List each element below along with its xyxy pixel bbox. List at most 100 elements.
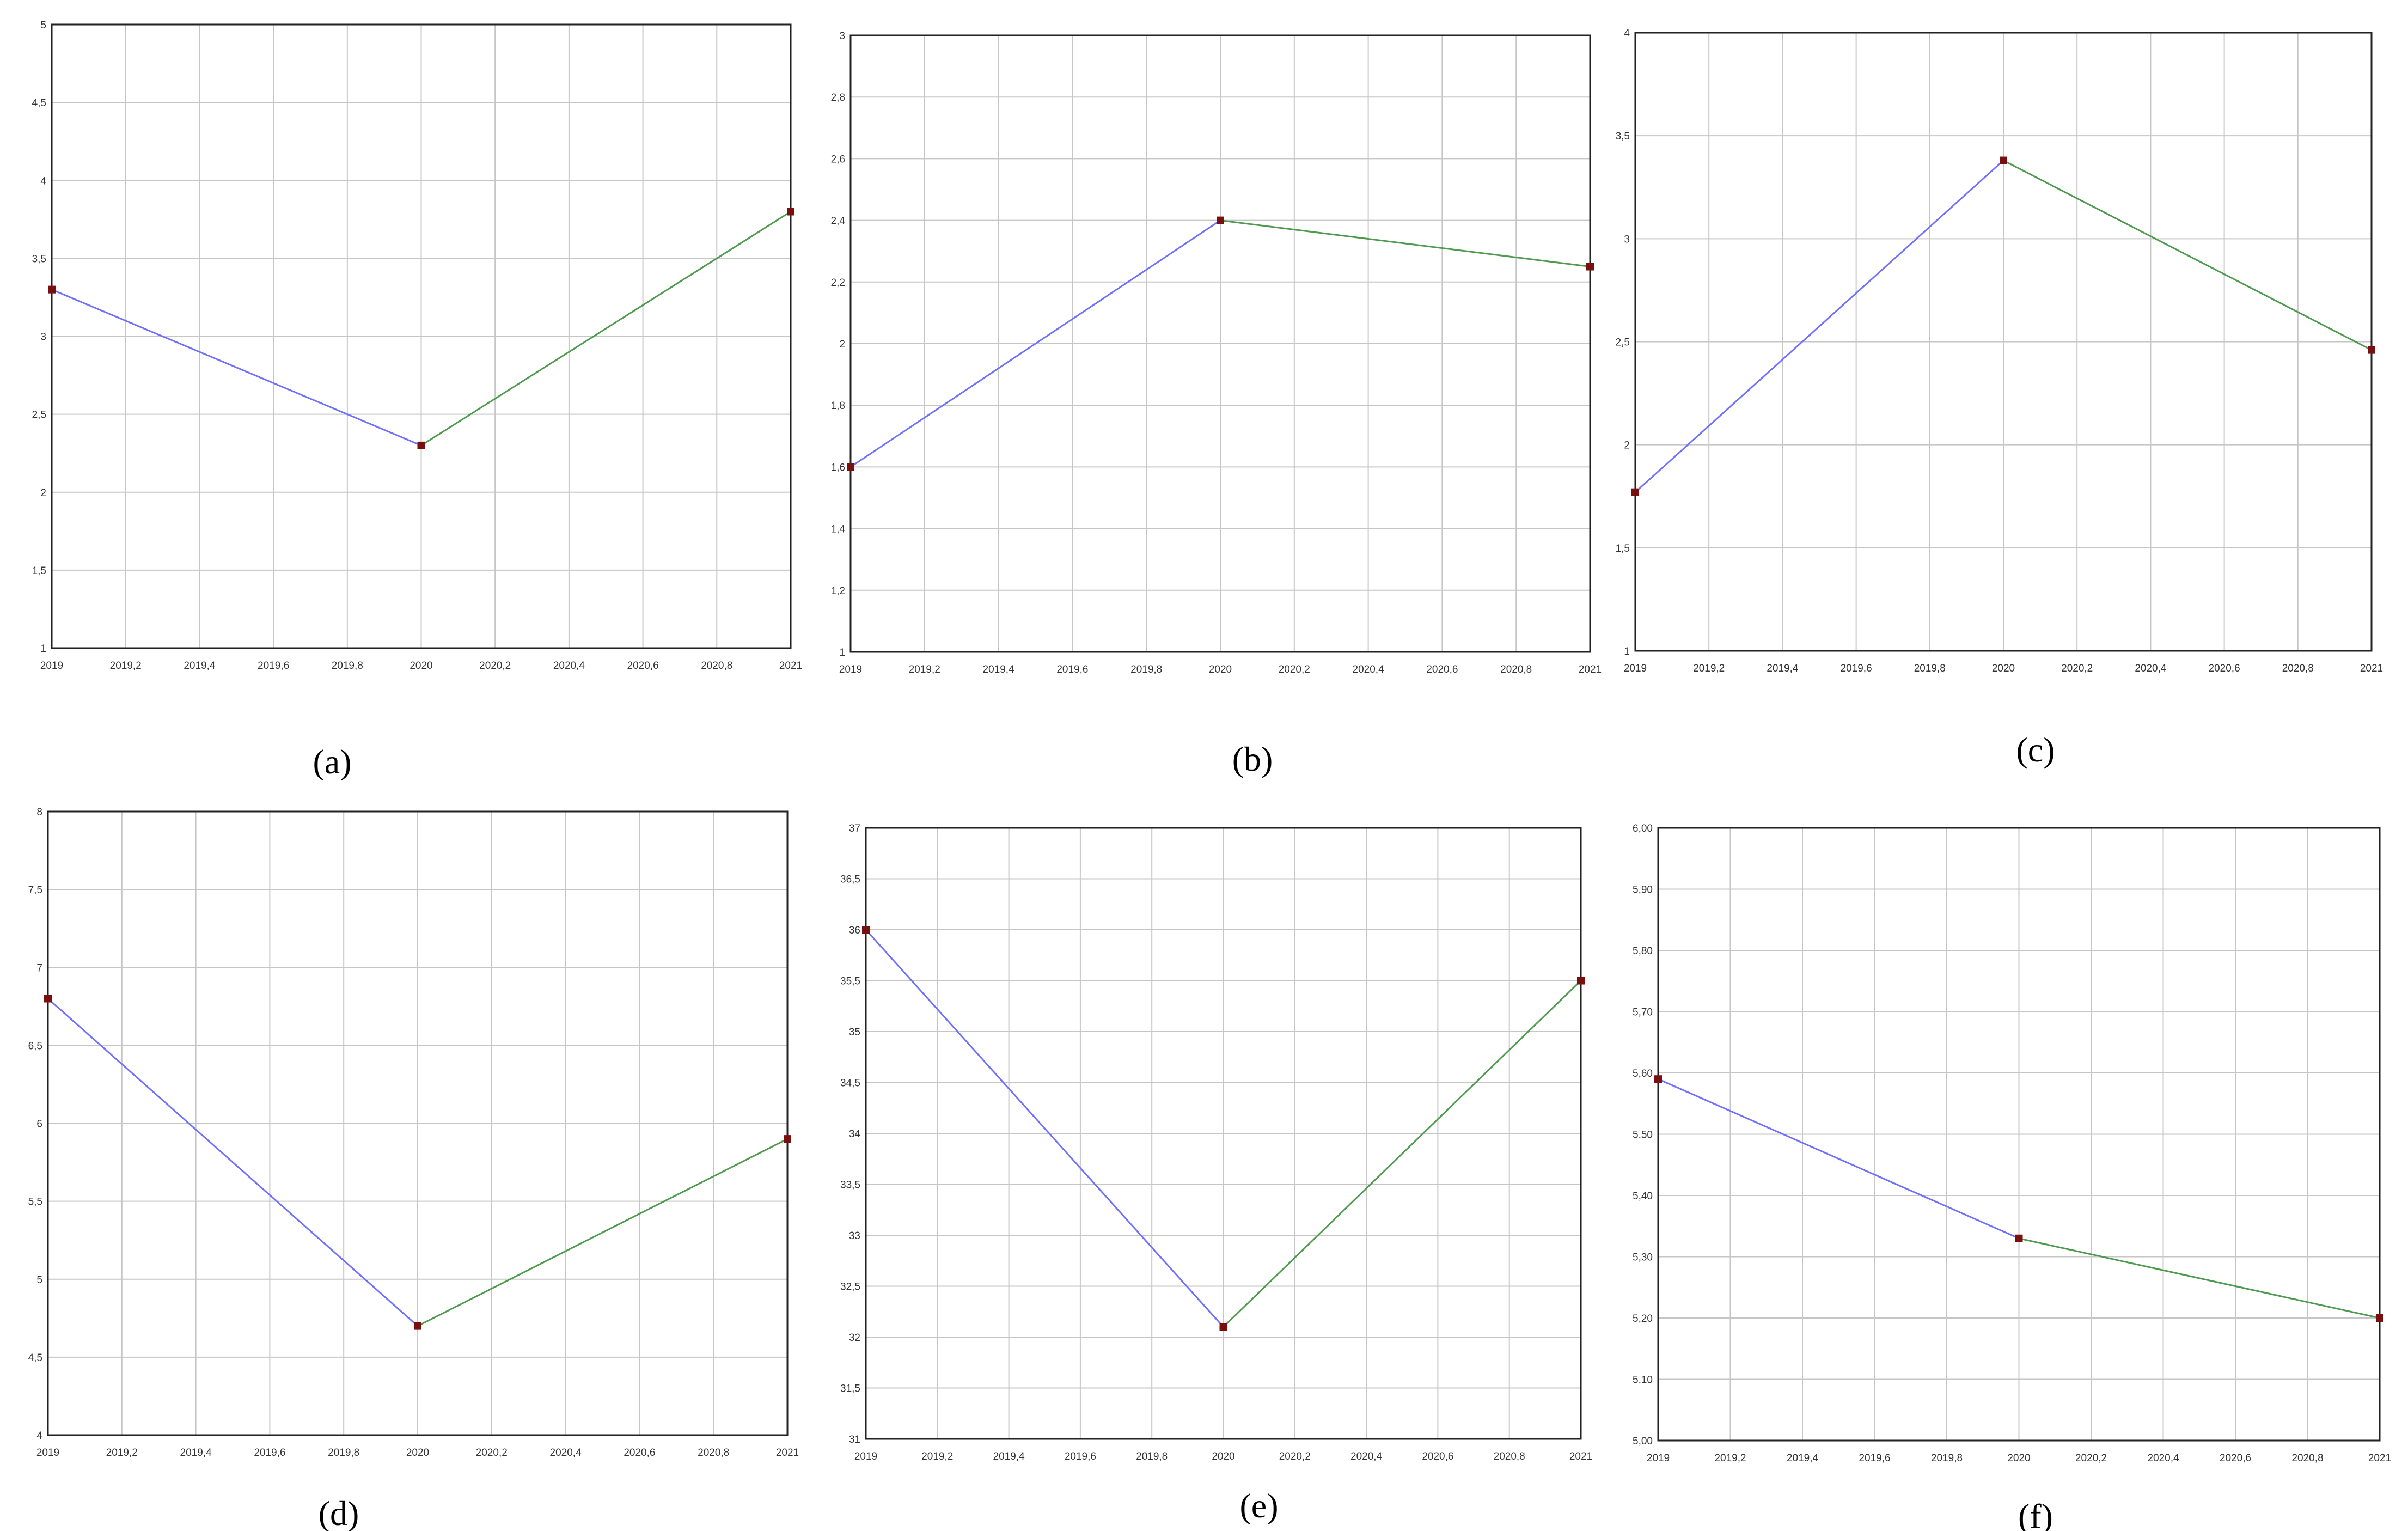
x-tick-label: 2019,8 [1130, 664, 1162, 675]
x-tick-label: 2021 [1579, 664, 1602, 675]
y-tick-label: 6 [36, 1119, 42, 1130]
data-point-marker [2368, 346, 2375, 354]
y-tick-label: 3,5 [1616, 131, 1630, 142]
data-point-marker [414, 1322, 421, 1330]
x-tick-label: 2019,6 [1065, 1451, 1096, 1462]
x-tick-label: 2019 [40, 660, 63, 672]
y-tick-label: 2 [1624, 440, 1630, 452]
y-tick-label: 3,5 [32, 253, 46, 265]
y-tick-label: 5,30 [1633, 1252, 1653, 1264]
plot-frame [1657, 827, 2381, 1442]
data-point-marker [862, 926, 870, 934]
x-tick-label: 2020,4 [2147, 1453, 2179, 1464]
x-tick-label: 2019,4 [993, 1451, 1025, 1462]
x-tick-label: 2020,8 [2291, 1453, 2323, 1464]
data-point-marker [1631, 488, 1639, 496]
x-tick-label: 2019,6 [1056, 664, 1088, 675]
y-tick-label: 5,20 [1633, 1313, 1653, 1325]
y-tick-label: 33,5 [840, 1180, 860, 1191]
x-tick-label: 2019,2 [909, 664, 940, 675]
y-tick-label: 35,5 [840, 976, 860, 987]
x-tick-label: 2019,8 [332, 660, 363, 672]
panel-caption: (d) [319, 1494, 359, 1531]
data-point-marker [2015, 1234, 2023, 1242]
y-tick-label: 5 [36, 1274, 42, 1286]
x-tick-label: 2021 [1569, 1451, 1592, 1462]
data-point-marker [1586, 263, 1594, 271]
x-tick-label: 2019,6 [258, 660, 289, 672]
x-tick-label: 2020,6 [1422, 1451, 1453, 1462]
y-tick-label: 6,5 [28, 1040, 42, 1052]
chart-panel-1: 2019 2019,2 2019,4 2019,6 2019,8 2020 2020,2 20… [32, 20, 803, 781]
data-point-marker [48, 285, 56, 294]
x-tick-label: 2019,4 [180, 1447, 212, 1459]
x-tick-label: 2020 [2007, 1453, 2030, 1464]
x-tick-label: 2019 [854, 1451, 877, 1462]
y-tick-label: 5,90 [1633, 885, 1653, 896]
series-line-2 [2019, 1237, 2380, 1319]
y-tick-label: 1,5 [32, 565, 46, 577]
x-tick-label: 2020,2 [1279, 1451, 1311, 1462]
x-tick-label: 2020,8 [1494, 1451, 1525, 1462]
chart-panel-2: 2019 2019,2 2019,4 2019,6 2019,8 2020 2020,2 20… [831, 31, 1602, 778]
x-tick-label: 2020,6 [2220, 1453, 2251, 1464]
y-tick-label: 6,00 [1633, 823, 1653, 834]
y-tick-label: 31,5 [840, 1383, 860, 1395]
series-line-1 [1658, 1078, 2020, 1240]
x-tick-label: 2019 [839, 664, 862, 675]
x-tick-label: 2020 [406, 1447, 429, 1459]
x-tick-label: 2019,2 [1714, 1453, 1746, 1464]
data-point-marker [1577, 977, 1585, 985]
data-point-marker [417, 441, 425, 449]
data-point-marker [44, 995, 52, 1003]
x-tick-label: 2019,2 [921, 1451, 953, 1462]
x-tick-label: 2021 [779, 660, 802, 672]
y-tick-label: 4,5 [32, 97, 46, 109]
x-tick-label: 2019,8 [1136, 1451, 1168, 1462]
y-tick-label: 7,5 [28, 885, 42, 896]
y-tick-label: 2,6 [831, 154, 845, 165]
x-tick-label: 2020,2 [1279, 664, 1310, 675]
x-tick-label: 2019,2 [1693, 663, 1725, 674]
y-tick-label: 2,8 [831, 92, 845, 103]
x-tick-label: 2019,4 [1767, 663, 1799, 674]
x-tick-label: 2019,8 [328, 1447, 359, 1459]
y-tick-label: 31 [849, 1434, 860, 1445]
y-tick-label: 35 [849, 1027, 860, 1038]
y-tick-label: 3 [1624, 234, 1630, 245]
x-tick-label: 2020,4 [553, 660, 585, 672]
x-tick-label: 2020,6 [1426, 664, 1458, 675]
x-tick-label: 2020,2 [476, 1447, 508, 1459]
y-tick-label: 5,40 [1633, 1191, 1653, 1202]
y-tick-label: 3 [40, 332, 46, 343]
y-tick-label: 1,6 [831, 462, 845, 473]
x-tick-label: 2019,8 [1914, 663, 1946, 674]
y-tick-label: 1 [40, 643, 46, 655]
series-line-2 [2003, 160, 2372, 351]
panel-caption: (f) [2018, 1497, 2053, 1531]
plot-frame [1634, 32, 2373, 652]
x-tick-label: 2020,8 [698, 1447, 729, 1459]
y-tick-label: 5 [40, 20, 46, 31]
y-tick-label: 33 [849, 1230, 860, 1242]
data-point-marker [847, 463, 854, 471]
y-tick-label: 5,5 [28, 1197, 42, 1208]
y-tick-label: 4 [40, 175, 46, 187]
x-tick-label: 2020,2 [2061, 663, 2093, 674]
series-line-1 [865, 929, 1224, 1328]
y-tick-label: 5,50 [1633, 1130, 1653, 1141]
y-tick-label: 2,4 [831, 216, 846, 227]
x-tick-label: 2020,4 [1353, 664, 1385, 675]
chart-panel-6: 2019 2019,2 2019,4 2019,6 2019,8 2020 2020,2 20… [1633, 823, 2391, 1531]
x-tick-label: 2020,2 [479, 660, 511, 672]
x-tick-label: 2019 [1647, 1453, 1670, 1464]
x-tick-label: 2019,4 [184, 660, 216, 672]
y-tick-label: 1,4 [831, 524, 846, 535]
x-tick-label: 2019,4 [1787, 1453, 1819, 1464]
y-tick-label: 36,5 [840, 874, 860, 886]
x-tick-label: 2020,4 [1350, 1451, 1383, 1462]
series-line-1 [47, 998, 418, 1327]
series-line-2 [1220, 219, 1591, 267]
x-tick-label: 2020,4 [550, 1447, 582, 1459]
y-tick-label: 37 [849, 823, 860, 834]
